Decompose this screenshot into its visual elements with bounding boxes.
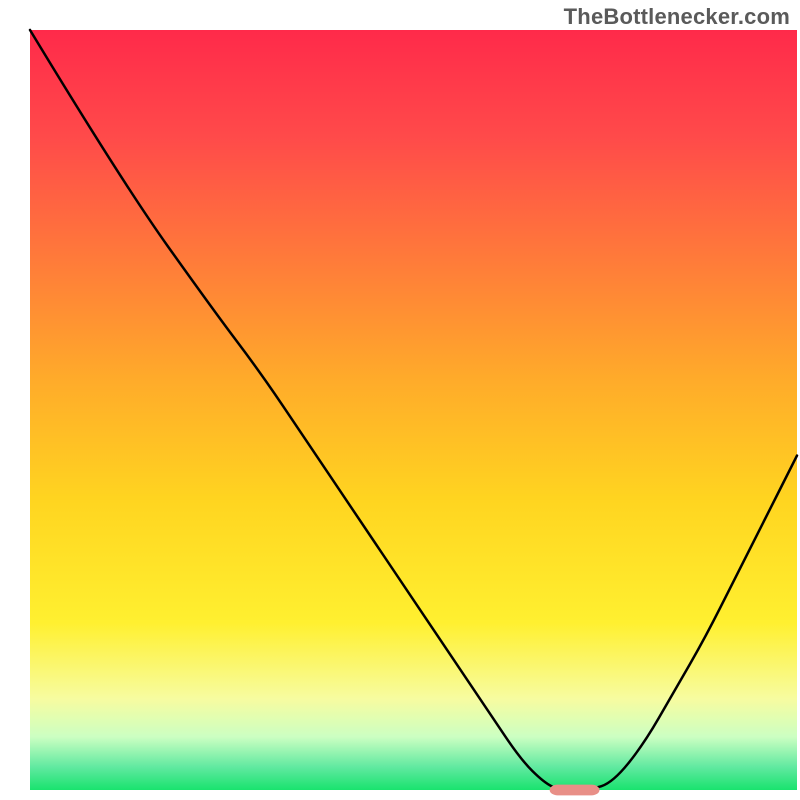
bottleneck-curve-chart [0, 0, 800, 800]
optimal-point-marker [550, 785, 600, 796]
watermark-text: TheBottlenecker.com [564, 4, 790, 30]
chart-container: TheBottlenecker.com [0, 0, 800, 800]
